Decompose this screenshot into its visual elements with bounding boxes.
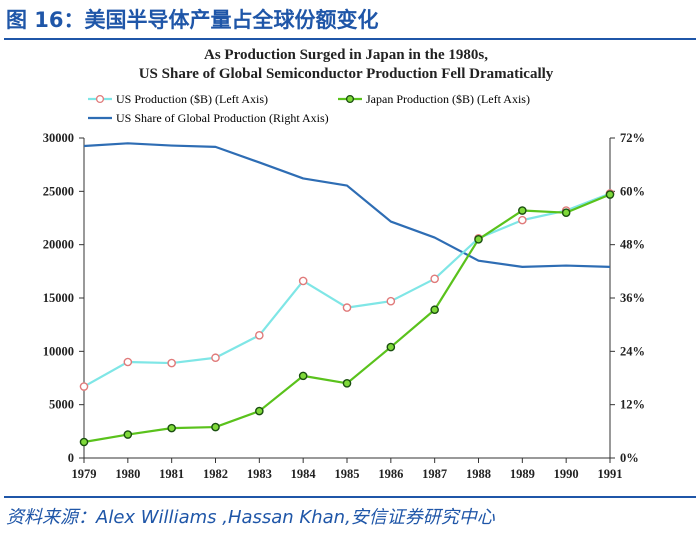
legend: US Production ($B) (Left Axis) Japan Prod…	[88, 92, 530, 125]
right-tick-label: 36%	[620, 291, 645, 305]
legend-label-1: Japan Production ($B) (Left Axis)	[366, 92, 530, 106]
series-point-1	[211, 422, 220, 432]
x-tick-label: 1983	[247, 467, 272, 481]
series-point-1	[474, 235, 483, 244]
right-tick-label: 60%	[620, 184, 645, 198]
figure-header: 图 16：美国半导体产量占全球份额变化	[6, 4, 379, 36]
series-point-1	[561, 208, 571, 217]
series-point-0	[430, 274, 439, 284]
legend-marker-0	[95, 94, 105, 104]
left-tick-label: 25000	[43, 184, 74, 198]
x-tick-label: 1991	[598, 467, 623, 481]
left-tick-label: 15000	[43, 291, 74, 305]
x-tick-label: 1990	[554, 467, 579, 481]
left-tick-label: 0	[68, 451, 74, 465]
source-note: 资料来源：Alex Williams ,Hassan Khan,安信证券研究中心	[6, 507, 495, 528]
series-point-0	[123, 357, 133, 367]
footer-rule	[4, 496, 696, 498]
series-point-1	[342, 379, 352, 388]
right-tick-label: 24%	[620, 344, 645, 358]
chart: As Production Surged in Japan in the 198…	[43, 47, 645, 481]
series-point-0	[167, 358, 176, 368]
series-point-0	[298, 276, 308, 286]
x-tick-label: 1980	[115, 467, 140, 481]
series-point-1	[167, 423, 176, 433]
series-line-2	[83, 142, 611, 268]
x-tick-label: 1987	[422, 467, 447, 481]
series-point-1	[386, 342, 396, 352]
right-tick-label: 48%	[620, 238, 645, 252]
series-point-0	[255, 331, 264, 340]
series-point-1	[79, 437, 89, 447]
figure-label: 图 16：	[6, 8, 85, 32]
series-point-1	[605, 190, 615, 199]
right-tick-label: 72%	[620, 131, 645, 145]
right-tick-label: 12%	[620, 398, 645, 412]
x-tick-label: 1984	[291, 467, 317, 481]
series-point-1	[123, 430, 133, 439]
x-tick-label: 1986	[378, 467, 403, 481]
left-tick-label: 5000	[49, 398, 74, 412]
series-point-1	[518, 206, 527, 215]
series-line-0	[83, 192, 611, 388]
plot-area	[79, 142, 615, 447]
x-tick-label: 1979	[72, 467, 97, 481]
x-tick-label: 1982	[203, 467, 228, 481]
series-point-1	[255, 406, 264, 416]
left-tick-label: 20000	[43, 238, 74, 252]
x-tick-label: 1989	[510, 467, 535, 481]
series-point-0	[211, 353, 220, 363]
chart-subtitle: US Share of Global Semiconductor Product…	[139, 66, 554, 82]
series-point-1	[298, 371, 308, 381]
series-line-1	[83, 193, 611, 444]
left-tick-label: 10000	[43, 344, 74, 358]
legend-label-2: US Share of Global Production (Right Axi…	[116, 111, 329, 125]
series-point-0	[518, 215, 527, 225]
legend-label-0: US Production ($B) (Left Axis)	[116, 92, 268, 106]
x-tick-label: 1981	[159, 467, 184, 481]
figure-title: 美国半导体产量占全球份额变化	[84, 8, 379, 32]
x-tick-label: 1988	[466, 467, 491, 481]
series-point-0	[342, 303, 352, 312]
series-point-0	[79, 382, 89, 391]
series-point-0	[386, 296, 396, 306]
axes: 0 5000 10000 15000 20000 25000 30000 0% 12% 24% 36…	[43, 131, 645, 481]
left-tick-label: 30000	[43, 131, 74, 145]
x-tick-label: 1985	[335, 467, 360, 481]
legend-marker-1	[345, 94, 355, 104]
chart-title: As Production Surged in Japan in the 198…	[204, 47, 488, 63]
series-point-1	[430, 305, 439, 315]
right-tick-label: 0%	[620, 451, 639, 465]
header-rule	[4, 38, 696, 40]
